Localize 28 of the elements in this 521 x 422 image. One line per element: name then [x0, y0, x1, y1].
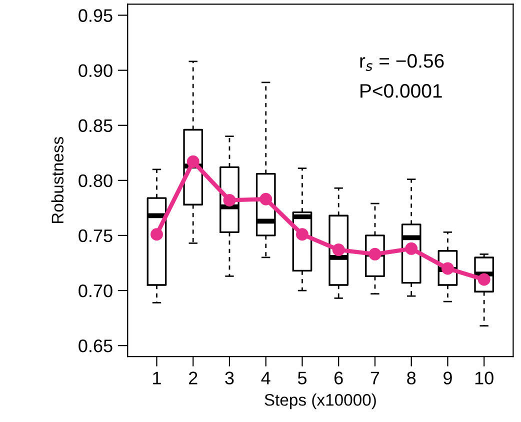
- x-tick-label: 1: [153, 372, 161, 384]
- x-tick-label: 3: [225, 372, 234, 384]
- point: [150, 228, 163, 241]
- x-tick-label: 2: [189, 372, 198, 384]
- y-tick-label: 0.90: [78, 64, 112, 78]
- x-tick-label: 9: [444, 372, 452, 384]
- x-axis-title: Steps (x10000): [264, 394, 376, 410]
- y-tick-label: 0.75: [78, 229, 112, 242]
- point: [332, 244, 345, 256]
- x-tick-label: 10: [475, 372, 494, 384]
- point: [296, 228, 308, 241]
- y-tick-label: 0.80: [78, 174, 112, 188]
- point: [186, 155, 200, 168]
- y-axis-title: Robustness: [51, 137, 64, 224]
- point: [260, 192, 272, 206]
- x-tick-label: 4: [261, 372, 270, 384]
- x-tick-label: 7: [370, 372, 380, 384]
- y-tick-label: 0.85: [78, 119, 112, 132]
- y-tick-label: 0.95: [78, 9, 112, 22]
- y-tick-label: 0.70: [78, 284, 112, 298]
- annotation: P<0.0001: [360, 84, 442, 98]
- annotation: r$_{s}$ = −0.56: [360, 54, 444, 71]
- point: [405, 242, 418, 255]
- y-tick-label: 0.65: [78, 340, 112, 352]
- point: [223, 194, 236, 206]
- x-tick-label: 6: [334, 372, 343, 384]
- x-tick-label: 5: [298, 372, 306, 384]
- x-tick-label: 8: [407, 372, 416, 384]
